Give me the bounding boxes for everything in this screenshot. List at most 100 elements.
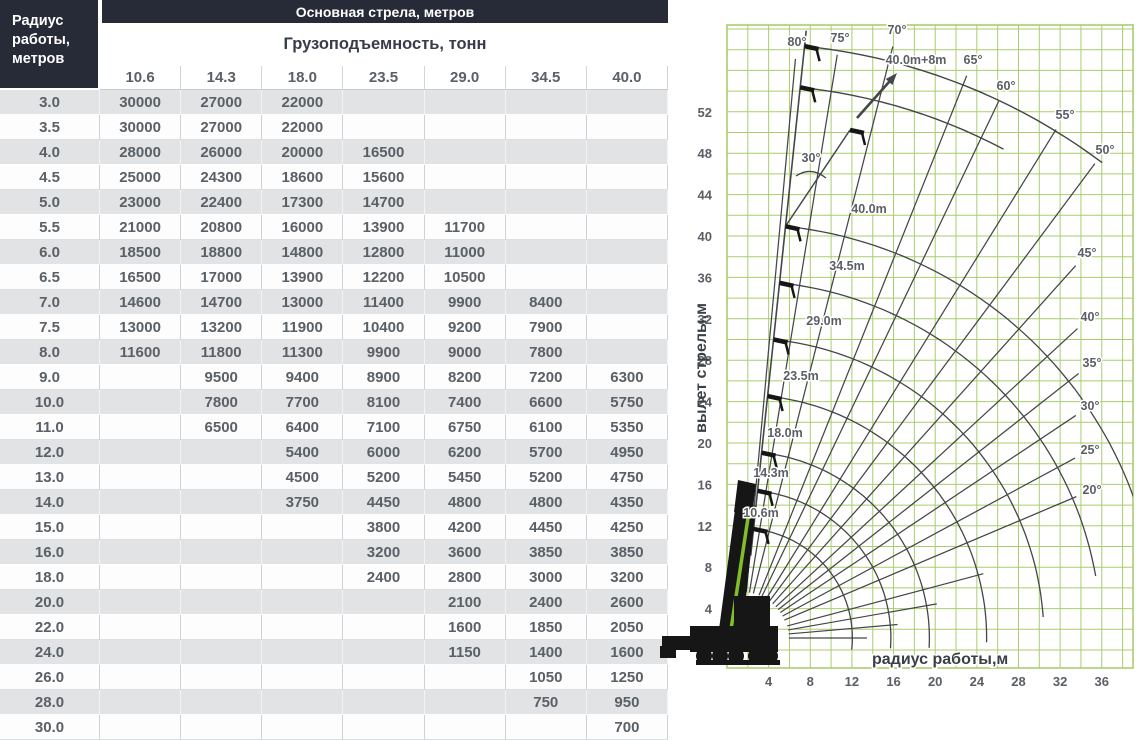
capacity-cell: 27000	[181, 90, 263, 115]
angle-label: 20°	[1083, 483, 1102, 497]
capacity-cell: 7200	[505, 365, 587, 390]
capacity-cell: 2400	[343, 565, 425, 590]
capacity-cell: 13000	[100, 315, 182, 340]
capacity-cell: 16500	[343, 140, 425, 165]
capacity-cell	[100, 590, 182, 615]
capacity-cell: 27000	[181, 115, 263, 140]
capacity-cell: 1250	[586, 665, 668, 690]
x-tick: 28	[1011, 674, 1025, 689]
x-tick: 36	[1095, 674, 1109, 689]
capacity-cell	[181, 540, 263, 565]
boom-length-header: 29.0	[424, 66, 506, 90]
capacity-cell: 5700	[505, 440, 587, 465]
capacity-cell: 3850	[586, 540, 668, 565]
capacity-cell: 9400	[262, 365, 344, 390]
capacity-cell: 7800	[505, 340, 587, 365]
capacity-cell	[262, 565, 344, 590]
y-tick: 44	[698, 188, 713, 203]
capacity-cell: 22000	[262, 90, 344, 115]
angle-label: 50°	[1096, 143, 1115, 157]
y-tick: 52	[698, 105, 712, 120]
capacity-cell: 18800	[181, 240, 263, 265]
capacity-cell	[262, 665, 344, 690]
capacity-cell: 5200	[505, 465, 587, 490]
capacity-cell	[424, 690, 506, 715]
capacity-cell: 3200	[343, 540, 425, 565]
capacity-cell: 6600	[505, 390, 587, 415]
capacity-cell: 11400	[343, 290, 425, 315]
jib-length-label: 40.0m+8m	[886, 53, 947, 67]
radius-cell: 3.0	[0, 90, 100, 115]
radius-cell: 14.0	[0, 490, 100, 515]
capacity-cell	[586, 290, 668, 315]
capacity-cell	[424, 90, 506, 115]
capacity-cell: 18600	[262, 165, 344, 190]
radius-cell: 30.0	[0, 715, 100, 740]
capacity-cell: 3000	[505, 565, 587, 590]
capacity-cell: 14600	[100, 290, 182, 315]
capacity-cell	[100, 565, 182, 590]
capacity-cell	[100, 715, 182, 740]
capacity-cell: 750	[505, 690, 587, 715]
capacity-cell: 1600	[424, 615, 506, 640]
capacity-cell: 3850	[505, 540, 587, 565]
capacity-cell	[181, 690, 263, 715]
capacity-cell	[343, 115, 425, 140]
radius-cell: 7.5	[0, 315, 100, 340]
chart-labels: 4 8 12 16 20 24 28 32 36481216202428323640444852…	[693, 22, 1116, 690]
capacity-cell	[505, 715, 587, 740]
capacity-cell	[586, 90, 668, 115]
main-boom-header: Основная стрела, метров	[102, 0, 668, 23]
boom-length-label: 23.5m	[783, 369, 818, 383]
capacity-cell	[262, 590, 344, 615]
boom-length-label: 29.0m	[806, 314, 841, 328]
boom-length-label: 40.0m	[851, 202, 886, 216]
capacity-cell	[181, 440, 263, 465]
capacity-cell: 22400	[181, 190, 263, 215]
capacity-cell: 3200	[586, 565, 668, 590]
working-range-chart: 4 8 12 16 20 24 28 32 36 4 8 12 16 20 24 28 32 36 40 44 48 52…	[660, 0, 1140, 740]
capacity-cell: 10400	[343, 315, 425, 340]
capacity-cell: 14700	[181, 290, 263, 315]
capacity-cell: 11600	[100, 340, 182, 365]
y-tick: 20	[698, 436, 712, 451]
capacity-header: Грузоподъемность, тонн	[283, 35, 487, 53]
capacity-cell: 8100	[343, 390, 425, 415]
capacity-cell	[586, 240, 668, 265]
radius-cell: 15.0	[0, 515, 100, 540]
capacity-cell: 1050	[505, 665, 587, 690]
radius-cell: 3.5	[0, 115, 100, 140]
boom-length-header: 23.5	[343, 66, 425, 90]
capacity-cell: 11900	[262, 315, 344, 340]
y-tick: 24	[698, 395, 713, 410]
angle-label: 30°	[1081, 399, 1100, 413]
capacity-cell: 16000	[262, 215, 344, 240]
y-tick: 28	[698, 353, 712, 368]
radius-cell: 7.0	[0, 290, 100, 315]
radius-cell: 5.5	[0, 215, 100, 240]
capacity-cell	[100, 640, 182, 665]
capacity-cell: 7100	[343, 415, 425, 440]
capacity-cell	[100, 665, 182, 690]
capacity-cell	[424, 115, 506, 140]
load-capacity-table: Радиус работы, метров Основная стрела, м…	[0, 0, 668, 740]
radius-cell: 13.0	[0, 465, 100, 490]
capacity-cell: 17000	[181, 265, 263, 290]
y-tick: 48	[698, 146, 712, 161]
capacity-cell	[424, 665, 506, 690]
capacity-cell: 18500	[100, 240, 182, 265]
capacity-cell	[100, 365, 182, 390]
angle-label: 35°	[1083, 356, 1102, 370]
capacity-cell	[181, 590, 263, 615]
capacity-cell: 3800	[343, 515, 425, 540]
boom-length-header: 10.6	[100, 66, 182, 90]
capacity-cell	[100, 490, 182, 515]
capacity-cell: 5750	[586, 390, 668, 415]
capacity-cell	[181, 715, 263, 740]
capacity-cell: 6000	[343, 440, 425, 465]
capacity-cell: 28000	[100, 140, 182, 165]
boom-head-icon	[753, 43, 867, 545]
capacity-cell	[100, 515, 182, 540]
radius-cell: 6.5	[0, 265, 100, 290]
